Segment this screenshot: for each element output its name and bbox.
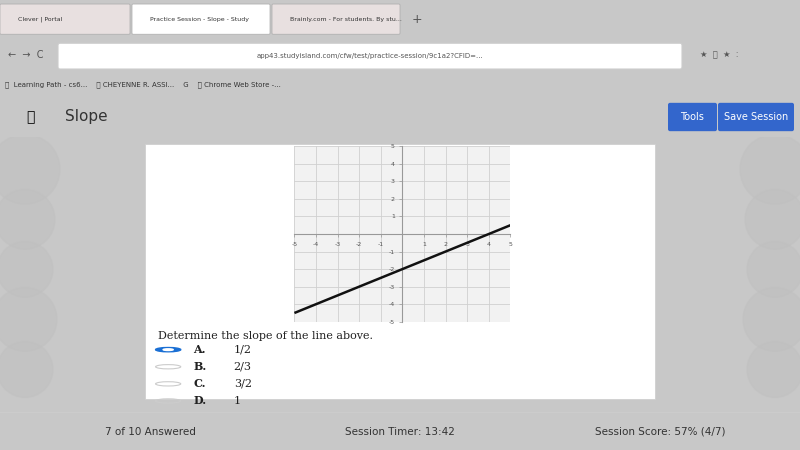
FancyBboxPatch shape [0, 4, 130, 34]
Text: 🌴  Learning Path - cs6...    🏫 CHEYENNE R. ASSI...    G    🟢 Chrome Web Store -.: 🌴 Learning Path - cs6... 🏫 CHEYENNE R. A… [5, 81, 281, 88]
Circle shape [0, 241, 53, 297]
Circle shape [0, 134, 60, 204]
Text: Session Score: 57% (4/7): Session Score: 57% (4/7) [594, 427, 726, 437]
Circle shape [0, 189, 55, 249]
Text: Clever | Portal: Clever | Portal [18, 16, 62, 22]
Circle shape [0, 342, 53, 397]
Text: Slope: Slope [65, 109, 108, 125]
Circle shape [747, 241, 800, 297]
Text: Tools: Tools [680, 112, 704, 122]
Text: C.: C. [194, 378, 206, 389]
Text: +: + [412, 13, 422, 26]
Circle shape [155, 347, 181, 352]
Text: Save Session: Save Session [724, 112, 788, 122]
Text: 1/2: 1/2 [234, 345, 252, 355]
Text: 2/3: 2/3 [234, 362, 252, 372]
FancyBboxPatch shape [668, 103, 717, 131]
Text: 7 of 10 Answered: 7 of 10 Answered [105, 427, 195, 437]
Text: B.: B. [194, 361, 206, 372]
Circle shape [740, 134, 800, 204]
Text: Determine the slope of the line above.: Determine the slope of the line above. [158, 331, 373, 341]
Text: 3/2: 3/2 [234, 379, 252, 389]
Text: D.: D. [194, 396, 206, 406]
Circle shape [745, 189, 800, 249]
Text: 🌴: 🌴 [26, 110, 34, 124]
Bar [145, 144, 655, 400]
FancyBboxPatch shape [58, 43, 682, 69]
Circle shape [0, 288, 57, 351]
Circle shape [163, 349, 173, 351]
FancyBboxPatch shape [718, 103, 794, 131]
Circle shape [747, 342, 800, 397]
FancyBboxPatch shape [132, 4, 270, 34]
Text: Session Timer: 13:42: Session Timer: 13:42 [345, 427, 455, 437]
FancyBboxPatch shape [272, 4, 400, 34]
Text: A.: A. [194, 344, 206, 355]
Text: app43.studyisland.com/cfw/test/practice-session/9c1a2?CFID=...: app43.studyisland.com/cfw/test/practice-… [257, 53, 483, 59]
Circle shape [743, 288, 800, 351]
Text: 1: 1 [234, 396, 241, 406]
Text: ★  ⬛  ★  :: ★ ⬛ ★ : [700, 51, 738, 59]
Text: Practice Session - Slope - Study: Practice Session - Slope - Study [150, 17, 249, 22]
Text: ←  →  C: ← → C [8, 50, 43, 60]
Text: Brainly.com - For students. By stu...: Brainly.com - For students. By stu... [290, 17, 402, 22]
